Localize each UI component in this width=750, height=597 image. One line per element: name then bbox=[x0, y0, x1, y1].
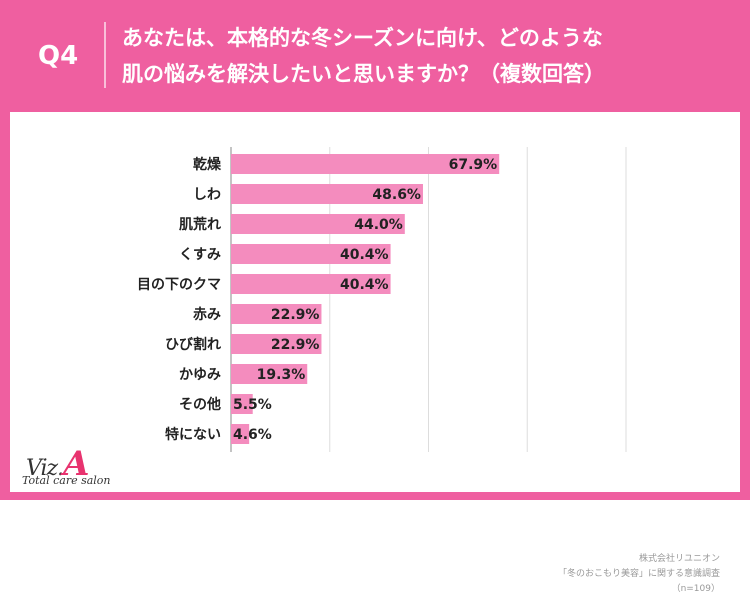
bar bbox=[231, 304, 322, 324]
value-label: 5.5% bbox=[233, 397, 272, 413]
value-label: 48.6% bbox=[372, 187, 421, 203]
logo-wordmark: Viz.A bbox=[26, 444, 90, 484]
category-label: 赤み bbox=[193, 307, 221, 323]
category-label: 肌荒れ bbox=[179, 216, 221, 233]
category-label: かゆみ bbox=[179, 367, 221, 383]
bar bbox=[231, 184, 423, 204]
bar bbox=[231, 364, 308, 384]
bar bbox=[231, 274, 391, 294]
value-label: 40.4% bbox=[340, 277, 389, 293]
chart-panel: 乾燥 67.9% しわ 48.6% 肌荒れ 44.0% くすみ 40.4% 目の下のクマ 40.4… bbox=[10, 112, 740, 594]
header-divider bbox=[104, 22, 106, 88]
source-company: 株式会社リユニオン bbox=[638, 554, 720, 564]
question-line-2: 肌の悩みを解決したいと思いますか？（複数回答） bbox=[122, 62, 605, 86]
value-label: 44.0% bbox=[354, 217, 403, 233]
value-label: 40.4% bbox=[340, 247, 389, 263]
value-label: 19.3% bbox=[257, 367, 306, 383]
bar bbox=[231, 334, 322, 354]
value-label: 22.9% bbox=[271, 307, 320, 323]
question-text: あなたは、本格的な冬シーズンに向け、どのような 肌の悩みを解決したいと思いますか… bbox=[122, 20, 722, 92]
value-label: 22.9% bbox=[271, 337, 320, 353]
logo-main-text: Viz. bbox=[26, 456, 64, 481]
logo-accent-letter: A bbox=[63, 444, 89, 484]
category-label: 乾燥 bbox=[193, 156, 222, 173]
category-label: その他 bbox=[179, 396, 221, 413]
brand-logo: Viz.A Total care salon bbox=[20, 444, 130, 494]
question-line-1: あなたは、本格的な冬シーズンに向け、どのような bbox=[122, 26, 603, 50]
value-label: 67.9% bbox=[449, 157, 498, 173]
category-label: しわ bbox=[193, 187, 221, 203]
question-number: Q4 bbox=[38, 41, 79, 71]
value-label: 4.6% bbox=[233, 427, 272, 443]
category-label: ひび割れ bbox=[165, 336, 221, 353]
bar-chart: 乾燥 67.9% しわ 48.6% 肌荒れ 44.0% くすみ 40.4% 目の下のクマ 40.4… bbox=[137, 147, 627, 452]
bar bbox=[231, 394, 253, 414]
question-header: Q4 あなたは、本格的な冬シーズンに向け、どのような 肌の悩みを解決したいと思い… bbox=[0, 0, 750, 112]
category-label: 特にない bbox=[165, 426, 221, 443]
category-label: くすみ bbox=[179, 247, 221, 263]
bar bbox=[231, 214, 405, 234]
source-sample-size: （n=109） bbox=[671, 584, 720, 594]
source-survey: 「冬のおこもり美容」に関する意識調査 bbox=[557, 569, 720, 579]
bar bbox=[231, 424, 250, 444]
source-note: 株式会社リユニオン 「冬のおこもり美容」に関する意識調査 （n=109） bbox=[558, 552, 720, 597]
bar bbox=[231, 244, 391, 264]
category-label: 目の下のクマ bbox=[137, 277, 221, 293]
bar bbox=[231, 154, 500, 174]
logo-tagline: Total care salon bbox=[22, 474, 111, 487]
